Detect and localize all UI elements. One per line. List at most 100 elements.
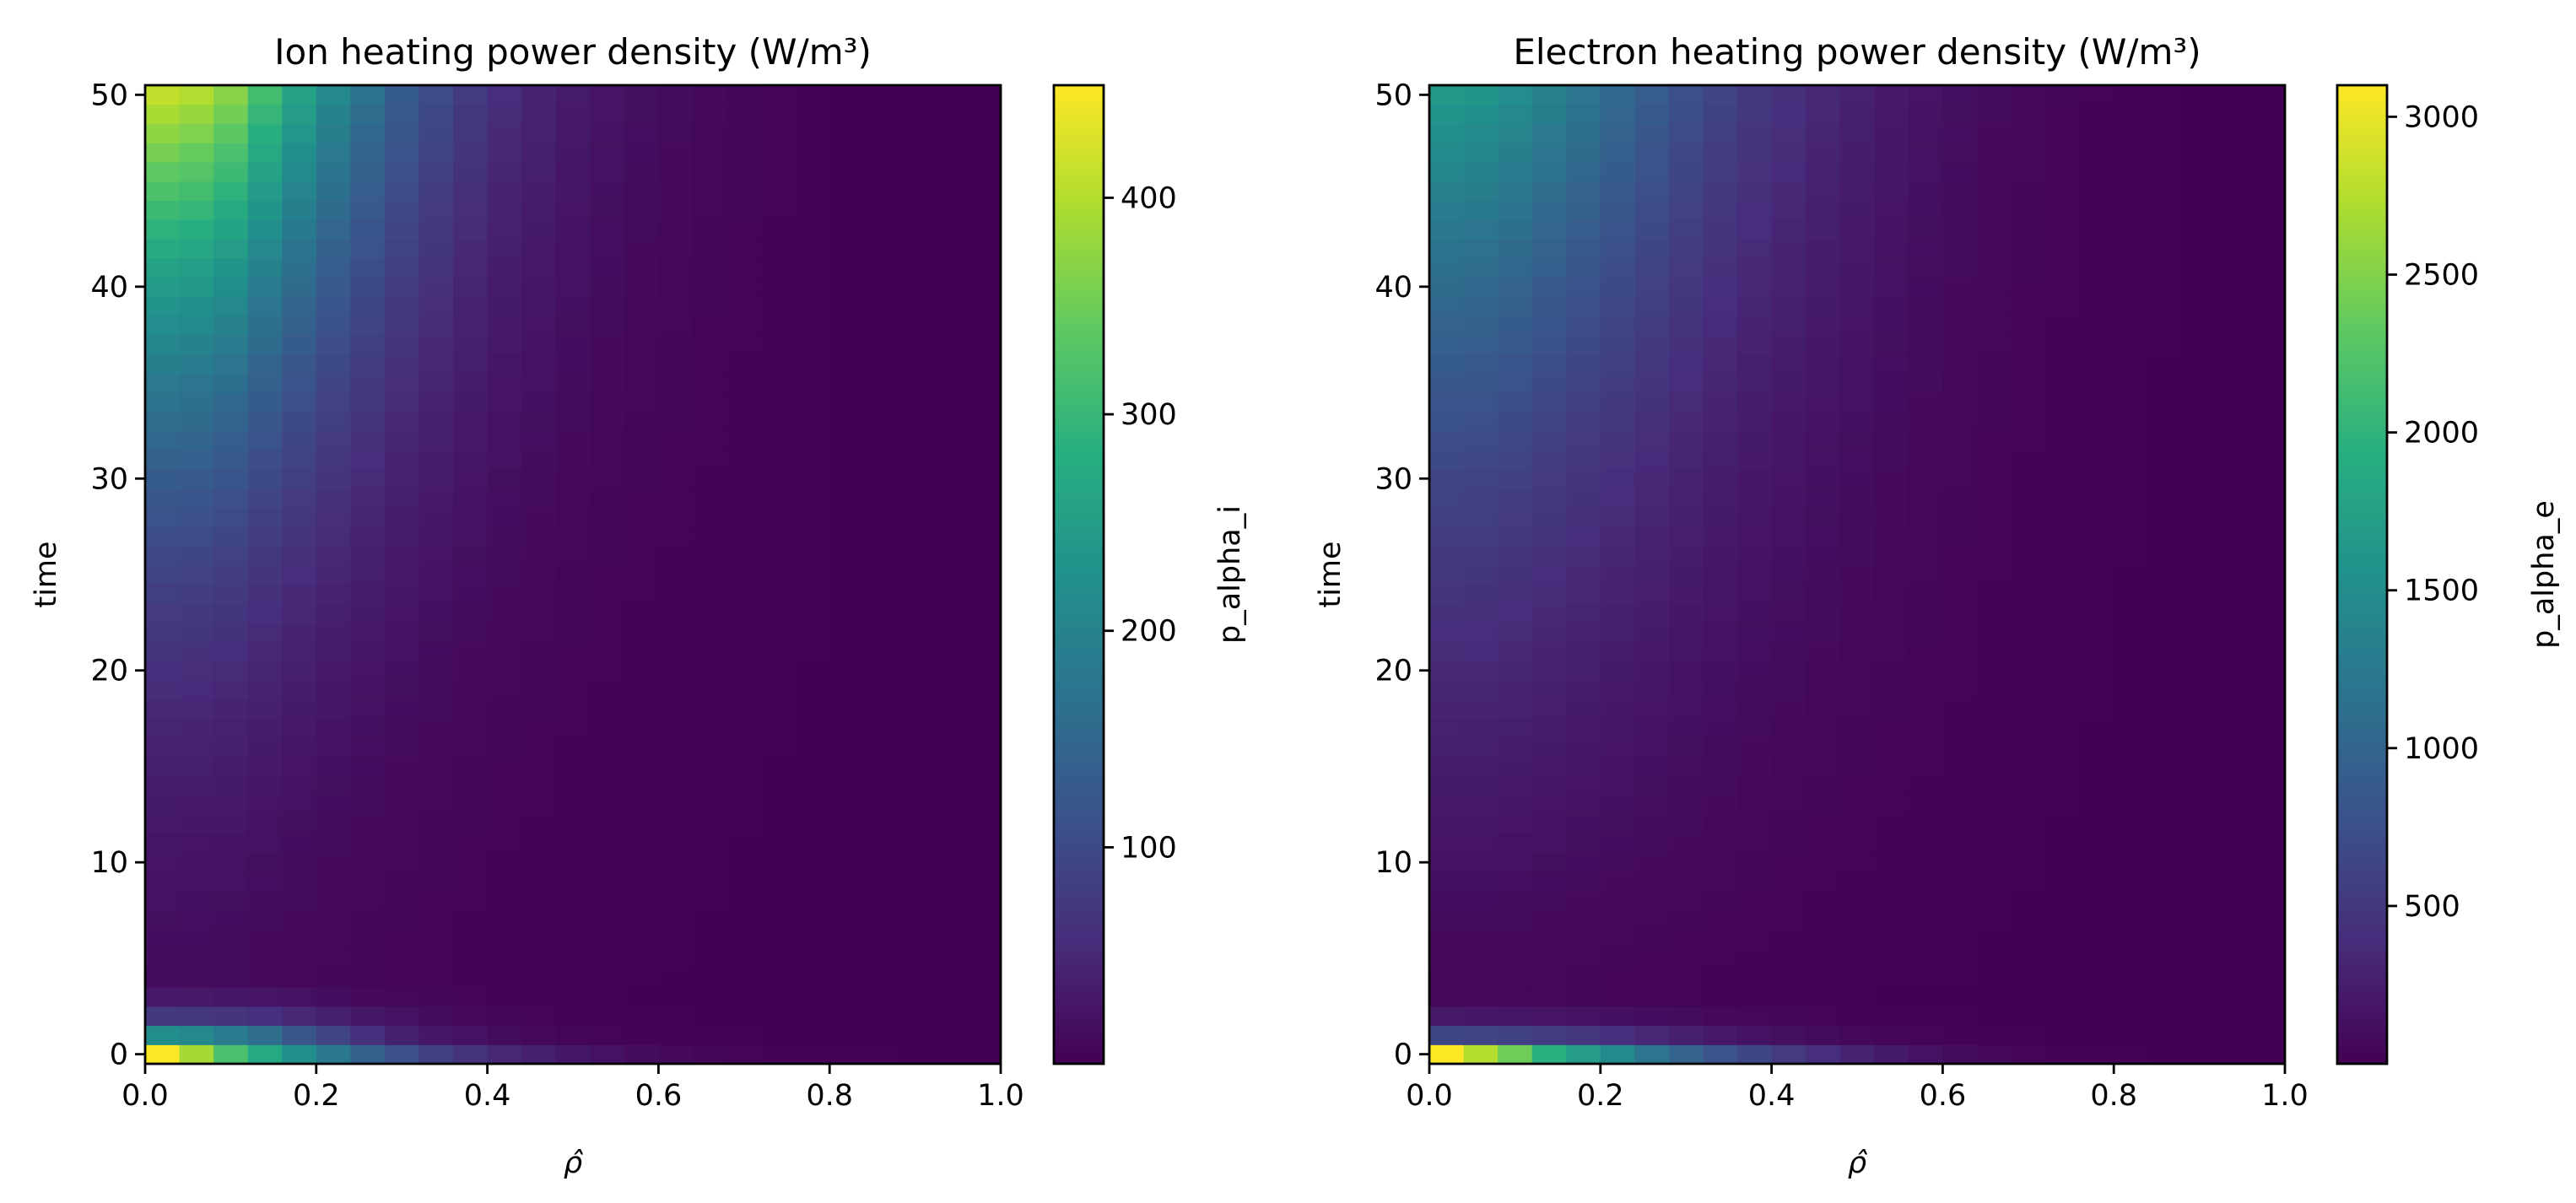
heatmap-cell	[521, 526, 557, 547]
heatmap-cell	[1976, 737, 2012, 758]
heatmap-cell	[213, 1044, 249, 1065]
heatmap-cell	[213, 718, 249, 738]
heatmap-cell	[1976, 584, 2012, 604]
heatmap-cell	[658, 373, 694, 393]
heatmap-cell	[1703, 526, 1738, 547]
heatmap-cell	[795, 987, 830, 1007]
heatmap-cell	[1668, 775, 1704, 796]
heatmap-cell	[1908, 622, 1943, 643]
heatmap-cell	[1531, 353, 1567, 374]
y-tick-label: 40	[90, 271, 128, 305]
heatmap-cell	[2216, 891, 2252, 911]
heatmap-cell	[1976, 622, 2012, 643]
heatmap-cell	[966, 584, 1002, 604]
heatmap-cell	[761, 680, 797, 700]
heatmap-cell	[555, 871, 591, 892]
heatmap-cell	[419, 181, 454, 202]
heatmap-cell	[453, 200, 489, 220]
heatmap-cell	[761, 852, 797, 873]
heatmap-cell	[2216, 545, 2252, 566]
heatmap-cell	[145, 757, 181, 777]
heatmap-cell	[898, 757, 933, 777]
heatmap-cell	[2182, 353, 2217, 374]
heatmap-cell	[145, 833, 181, 854]
heatmap-cell	[282, 891, 317, 911]
heatmap-cell	[2114, 373, 2149, 393]
heatmap-cell	[1566, 104, 1601, 125]
heatmap-cell	[1942, 718, 1978, 738]
heatmap-cell	[966, 641, 1002, 661]
heatmap-cell	[1600, 257, 1635, 278]
heatmap-cell	[795, 1025, 830, 1045]
heatmap-cell	[419, 910, 454, 931]
heatmap-cell	[2045, 526, 2081, 547]
heatmap-cell	[726, 373, 762, 393]
x-tick-label: 0.8	[806, 1079, 853, 1113]
heatmap-cell	[1976, 968, 2012, 988]
heatmap-cell	[1771, 833, 1806, 854]
heatmap-cell	[966, 852, 1002, 873]
heatmap-cell	[453, 526, 489, 547]
heatmap-cell	[145, 315, 181, 336]
heatmap-cell	[863, 85, 899, 105]
heatmap-cell	[1498, 814, 1533, 834]
heatmap-cell	[384, 737, 420, 758]
heatmap-cell	[213, 488, 249, 508]
heatmap-cell	[1566, 373, 1601, 393]
heatmap-cell	[316, 852, 351, 873]
heatmap-cell	[145, 795, 181, 815]
heatmap-cell	[1942, 334, 1978, 355]
heatmap-cell	[247, 680, 283, 700]
x-tick-label: 0.0	[1406, 1079, 1453, 1113]
heatmap-cell	[1600, 910, 1635, 931]
heatmap-cell	[1463, 1044, 1499, 1065]
heatmap-cell	[1668, 123, 1704, 143]
heatmap-cell	[658, 181, 694, 202]
heatmap-cell	[1839, 373, 1875, 393]
heatmap-cell	[1976, 699, 2012, 720]
heatmap-cell	[1566, 219, 1601, 240]
heatmap-cell	[590, 775, 625, 796]
heatmap-cell	[2250, 430, 2286, 450]
heatmap-cell	[590, 1044, 625, 1065]
heatmap-cell	[2011, 257, 2046, 278]
heatmap-cell	[453, 257, 489, 278]
heatmap-cell	[1874, 545, 1909, 566]
heatmap-cell	[1908, 584, 1943, 604]
heatmap-cell	[795, 104, 830, 125]
heatmap-cell	[1463, 143, 1499, 163]
heatmap-cell	[282, 948, 317, 968]
heatmap-cell	[2114, 603, 2149, 623]
heatmap-cell	[2216, 411, 2252, 432]
heatmap-cell	[2147, 718, 2183, 738]
heatmap-cell	[145, 641, 181, 661]
heatmap-cell	[453, 430, 489, 450]
heatmap-cell	[829, 852, 865, 873]
heatmap-cell	[1942, 430, 1978, 450]
heatmap-cell	[726, 929, 762, 950]
heatmap-cell	[863, 775, 899, 796]
heatmap-cell	[1429, 411, 1465, 432]
heatmap-cell	[761, 718, 797, 738]
heatmap-cell	[1463, 1025, 1499, 1045]
heatmap-cell	[316, 661, 351, 681]
heatmap-cell	[1429, 143, 1465, 163]
heatmap-cell	[555, 641, 591, 661]
heatmap-cell	[590, 507, 625, 527]
heatmap-cell	[898, 334, 933, 355]
heatmap-cell	[1498, 507, 1533, 527]
heatmap-cell	[2216, 123, 2252, 143]
heatmap-cell	[1806, 430, 1841, 450]
heatmap-cell	[145, 564, 181, 585]
heatmap-cell	[1942, 1044, 1978, 1065]
heatmap-cell	[726, 737, 762, 758]
heatmap-cell	[247, 795, 283, 815]
heatmap-cell	[2147, 1044, 2183, 1065]
heatmap-cell	[247, 526, 283, 547]
heatmap-cell	[2045, 622, 2081, 643]
heatmap-cell	[863, 833, 899, 854]
heatmap-cell	[863, 603, 899, 623]
heatmap-cell	[1839, 584, 1875, 604]
heatmap-cell	[521, 910, 557, 931]
heatmap-cell	[453, 891, 489, 911]
